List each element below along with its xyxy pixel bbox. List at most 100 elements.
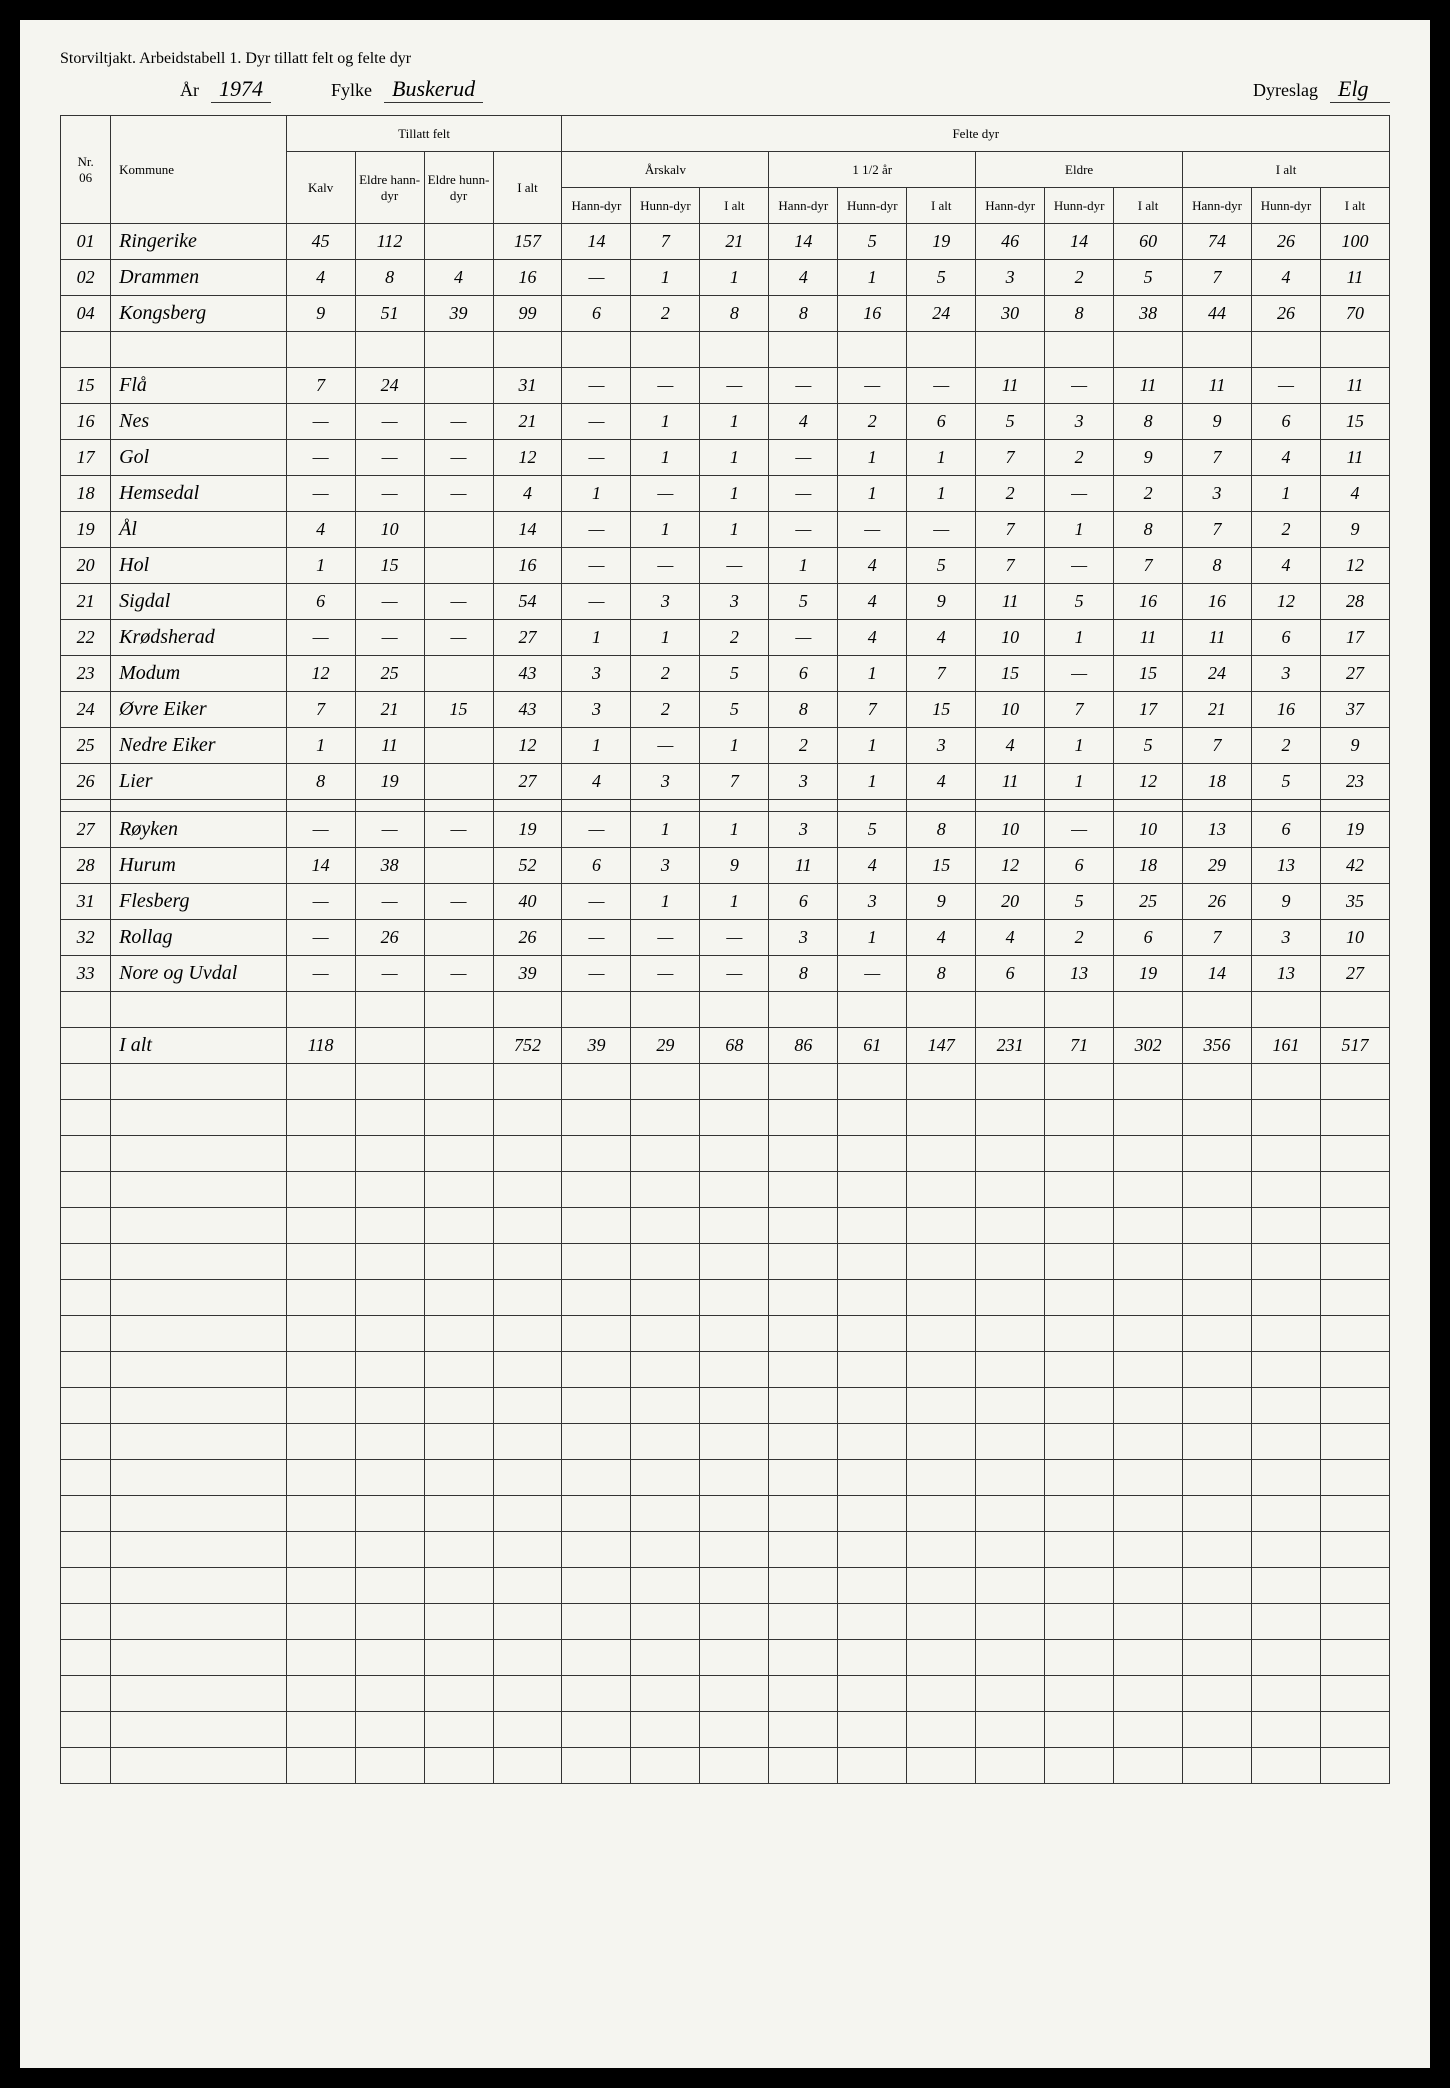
cell-data: — (1045, 368, 1114, 404)
cell-data: — (700, 920, 769, 956)
blank-row (61, 1136, 1390, 1172)
cell-data: 15 (424, 692, 493, 728)
table-row: 20Hol11516———1457—78412 (61, 548, 1390, 584)
cell-nr: 21 (61, 584, 111, 620)
fylke-value: Buskerud (384, 76, 483, 103)
cell-kommune: Hemsedal (111, 476, 287, 512)
cell-data: 5 (769, 584, 838, 620)
cell-data: 752 (493, 1028, 562, 1064)
cell-data: 40 (493, 884, 562, 920)
cell-data: 5 (700, 656, 769, 692)
cell-data: — (562, 368, 631, 404)
cell-data: 7 (907, 656, 976, 692)
cell-data: — (700, 956, 769, 992)
cell-data: 5 (1252, 764, 1321, 800)
cell-data: 23 (1320, 764, 1389, 800)
cell-data: 12 (1252, 584, 1321, 620)
cell-data: 1 (631, 884, 700, 920)
cell-data: 12 (976, 848, 1045, 884)
cell-data: — (286, 884, 355, 920)
cell-data: 11 (1320, 260, 1389, 296)
cell-data (1183, 992, 1252, 1028)
cell-data (976, 992, 1045, 1028)
blank-row (61, 1208, 1390, 1244)
cell-data: 112 (355, 224, 424, 260)
cell-data: 1 (562, 476, 631, 512)
table-row: 18Hemsedal———41—1—112—2314 (61, 476, 1390, 512)
cell-data: — (907, 368, 976, 404)
cell-kommune: Nedre Eiker (111, 728, 287, 764)
cell-data: 14 (1183, 956, 1252, 992)
table-row: 27Røyken———19—1135810—1013619 (61, 812, 1390, 848)
cell-data: 4 (838, 548, 907, 584)
cell-data: 15 (907, 848, 976, 884)
year-value: 1974 (211, 76, 271, 103)
table-row: 31Flesberg———40—116392052526935 (61, 884, 1390, 920)
cell-data: 10 (976, 692, 1045, 728)
cell-data: 25 (1114, 884, 1183, 920)
cell-data: — (355, 812, 424, 848)
cell-data: 9 (1183, 404, 1252, 440)
cell-data: 37 (1320, 692, 1389, 728)
cell-data: 43 (493, 692, 562, 728)
cell-data: 11 (355, 728, 424, 764)
cell-data: — (562, 440, 631, 476)
cell-data: 27 (493, 620, 562, 656)
cell-data: 1 (700, 512, 769, 548)
cell-data: 2 (1045, 920, 1114, 956)
cell-data: 9 (1320, 512, 1389, 548)
cell-data: 4 (976, 920, 1045, 956)
table-row: 23Modum12254332561715—1524327 (61, 656, 1390, 692)
cell-data: 3 (631, 848, 700, 884)
cell-data: 38 (355, 848, 424, 884)
cell-data: 15 (355, 548, 424, 584)
cell-data: 8 (1114, 404, 1183, 440)
cell-data: 6 (1252, 404, 1321, 440)
cell-data: — (562, 404, 631, 440)
cell-data: 4 (907, 764, 976, 800)
cell-data: — (424, 884, 493, 920)
cell-data: 3 (562, 656, 631, 692)
cell-data: 2 (838, 404, 907, 440)
cell-data: 7 (286, 692, 355, 728)
cell-data: 3 (562, 692, 631, 728)
th-hunn-4: Hunn-dyr (1252, 188, 1321, 224)
cell-nr (61, 1028, 111, 1064)
cell-data: — (424, 956, 493, 992)
cell-data: 1 (838, 728, 907, 764)
cell-data: 29 (631, 1028, 700, 1064)
cell-data: — (769, 368, 838, 404)
cell-data: 18 (1183, 764, 1252, 800)
cell-data (424, 1028, 493, 1064)
cell-data: — (424, 404, 493, 440)
cell-data: 2 (1114, 476, 1183, 512)
cell-data: 39 (562, 1028, 631, 1064)
cell-data: 27 (1320, 656, 1389, 692)
cell-data: — (562, 512, 631, 548)
cell-data: 18 (1114, 848, 1183, 884)
th-eldre: Eldre (976, 152, 1183, 188)
cell-kommune: Nes (111, 404, 287, 440)
cell-data: 3 (769, 812, 838, 848)
th-nr-sub: 06 (63, 170, 108, 186)
cell-data: — (562, 884, 631, 920)
cell-data: 2 (1252, 728, 1321, 764)
cell-kommune: Røyken (111, 812, 287, 848)
cell-kommune: Øvre Eiker (111, 692, 287, 728)
cell-data: 5 (1114, 728, 1183, 764)
cell-data: 1 (1045, 764, 1114, 800)
cell-kommune: Hurum (111, 848, 287, 884)
cell-data (424, 848, 493, 884)
cell-data: 1 (700, 440, 769, 476)
meta-fylke: Fylke Buskerud (331, 76, 483, 103)
cell-data: 118 (286, 1028, 355, 1064)
fylke-label: Fylke (331, 80, 372, 101)
blank-row (61, 1496, 1390, 1532)
cell-data: 1 (562, 728, 631, 764)
cell-nr: 18 (61, 476, 111, 512)
cell-data: 54 (493, 584, 562, 620)
cell-data (424, 992, 493, 1028)
cell-kommune (111, 992, 287, 1028)
cell-data (1320, 332, 1389, 368)
cell-nr: 28 (61, 848, 111, 884)
